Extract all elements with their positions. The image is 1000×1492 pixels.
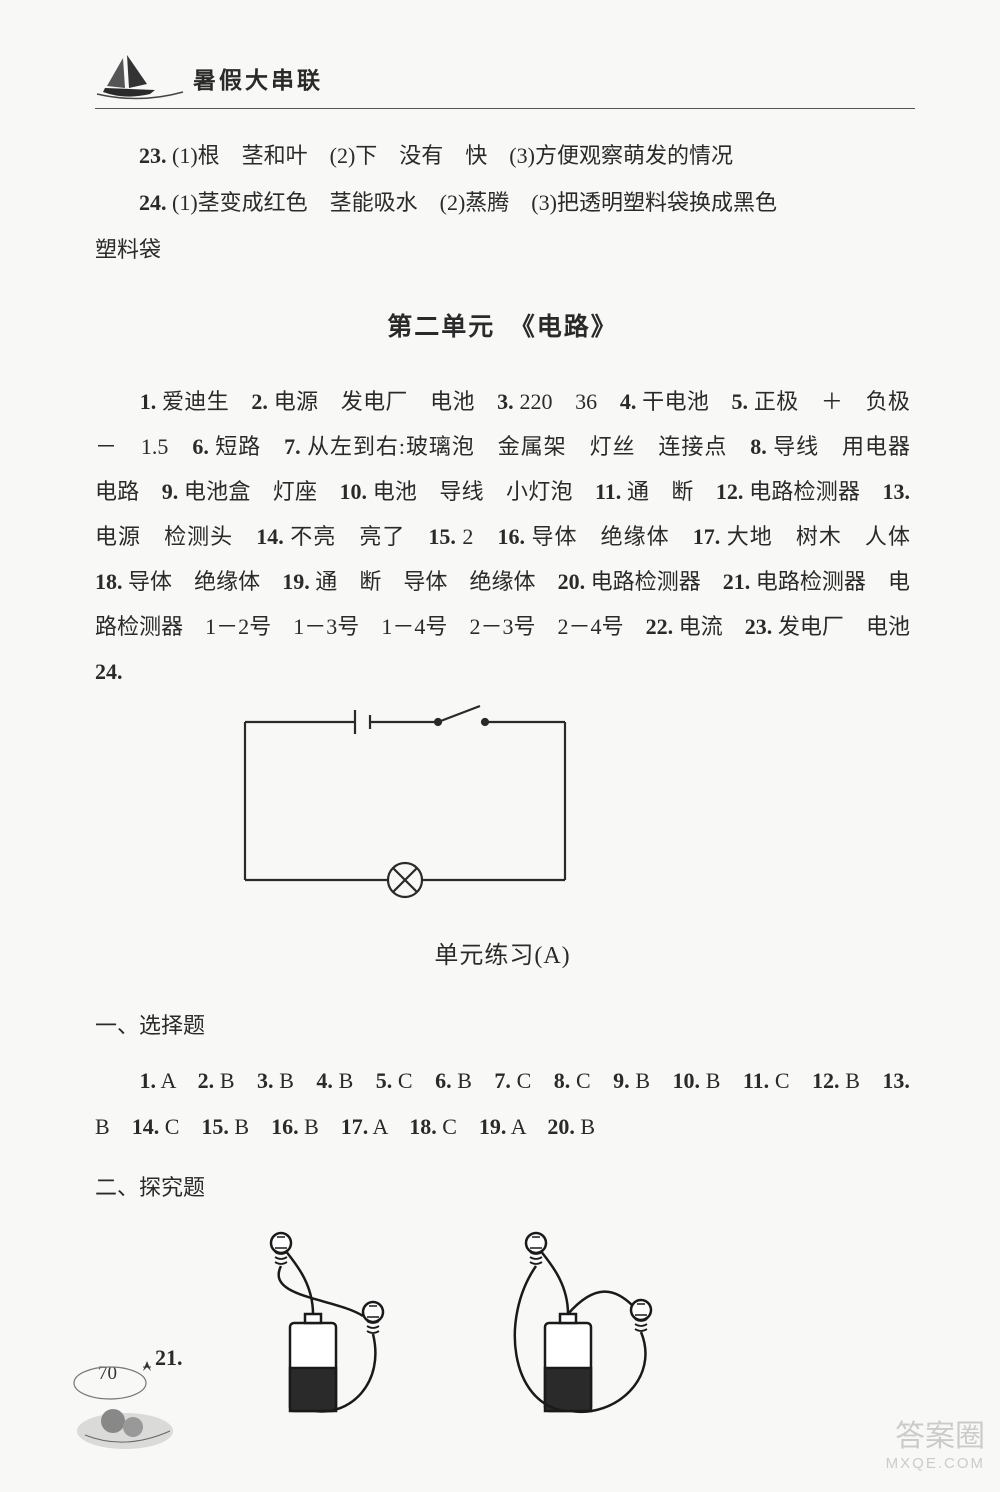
page-header: 暑假大串联: [95, 50, 910, 105]
page-container: 暑假大串联 23. (1)根 茎和叶 (2)下 没有 快 (3)方便观察萌发的情…: [0, 0, 1000, 1488]
watermark: 答案圈 MXQE.COM: [886, 1419, 985, 1473]
watermark-sub: MXQE.COM: [886, 1455, 985, 1473]
heading-choice: 一、选择题: [95, 1003, 910, 1048]
unit2-title: 第二单元 《电路》: [95, 302, 910, 353]
q24-line1: 24. (1)茎变成红色 茎能吸水 (2)蒸腾 (3)把透明塑料袋换成黑色: [95, 180, 910, 225]
heading-explore: 二、探究题: [95, 1165, 910, 1210]
q24-text1: (1)茎变成红色 茎能吸水 (2)蒸腾 (3)把透明塑料袋换成黑色: [172, 190, 777, 215]
circuit-diagram: [225, 702, 585, 902]
footer-decoration-icon: [55, 1353, 195, 1453]
watermark-main: 答案圈: [886, 1419, 985, 1455]
q24-line2: 塑料袋: [95, 227, 910, 272]
header-underline: [95, 108, 915, 110]
q23: 23. (1)根 茎和叶 (2)下 没有 快 (3)方便观察萌发的情况: [95, 133, 910, 178]
q24-num: 24.: [139, 190, 167, 215]
practice-a-title: 单元练习(A): [95, 932, 910, 981]
boat-icon: [95, 50, 185, 105]
header-title: 暑假大串联: [193, 61, 323, 95]
q23-text: (1)根 茎和叶 (2)下 没有 快 (3)方便观察萌发的情况: [172, 143, 733, 168]
battery-diagram-2: [455, 1228, 685, 1428]
battery-diagram-1: [195, 1228, 425, 1428]
unit2-answers: 1. 爱迪生 2. 电源 发电厂 电池 3. 220 36 4. 干电池 5. …: [95, 379, 910, 695]
q23-num: 23.: [139, 143, 167, 168]
q21-container: 21.: [155, 1228, 910, 1428]
choice-answers: 1. A 2. B 3. B 4. B 5. C 6. B 7. C 8. C …: [95, 1058, 910, 1148]
content-body: 23. (1)根 茎和叶 (2)下 没有 快 (3)方便观察萌发的情况 24. …: [95, 133, 910, 1428]
